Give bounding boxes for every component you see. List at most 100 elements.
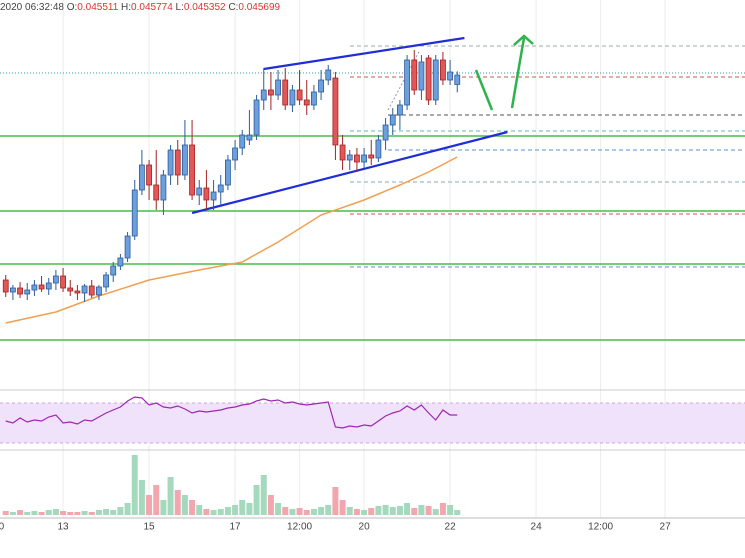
volume-bar [224,507,231,515]
volume-bar [382,505,389,515]
volume-bar [181,495,188,515]
x-tick-label: 17 [230,522,242,533]
candle-body [425,57,432,101]
volume-bar [2,511,9,515]
candle-body [389,114,396,126]
arrow-up [510,37,526,109]
candle-body [282,79,289,106]
volume-bar [67,512,74,515]
volume-bar [189,500,196,515]
x-tick-label: 12:00 [588,522,613,533]
candle-body [397,104,403,116]
ohlc-value: 0.045774 [131,2,173,13]
volume-bar [88,512,95,515]
candle-body [311,91,317,106]
volume-bar [325,505,332,515]
candle-body [432,59,439,101]
trendline [191,130,508,215]
x-tick-label: 13 [58,522,70,533]
candle-body [217,184,224,193]
volume-bar [17,510,24,515]
candle-body [411,59,418,91]
volume-bar [81,511,88,515]
moving-average [5,156,458,324]
ohlc-value: 0.045699 [238,2,280,13]
volume-bar [124,503,131,515]
header: 2020 06:32:48 O:0.045511 H:0.045774 L:0.… [0,2,281,13]
candle-body [275,79,281,96]
volume-bar [203,509,210,515]
volume-bar [196,505,203,515]
candle-body [81,285,88,294]
volume-bar [282,507,289,515]
candle-body [10,287,16,293]
candle-body [253,99,260,136]
volume-bar [432,509,439,515]
candle-body [31,284,38,291]
candle-body [418,61,425,91]
candle-body [160,174,167,201]
candle-body [103,274,109,288]
volume-bar [267,495,274,515]
candle-body [2,279,9,293]
volume-bar [275,503,282,515]
candle-body [153,184,160,201]
volume-bar [239,500,246,515]
volume-bar [52,509,59,515]
candle-body [318,79,324,93]
annotations [0,34,745,519]
volume-bar [404,503,411,515]
x-tick-label: 15 [144,522,156,533]
candle-body [196,187,203,196]
candle-body [45,282,52,290]
rsi-line [5,396,458,429]
candle-body [382,124,389,141]
volume-bar [31,511,38,515]
volume-bar [153,485,160,515]
volume-bar [454,510,461,515]
candle-body [303,99,310,106]
volume-bar [339,500,346,515]
volume-bar [368,508,375,515]
candle-body [260,89,267,101]
candle-body [60,275,66,289]
candle-body [38,284,45,290]
candle-body [124,235,131,259]
volume-bar [375,506,382,515]
candle-body [296,89,303,101]
volume-bar [260,475,267,515]
volume-bar [74,512,81,515]
candle-body [146,164,152,186]
volume-bar [353,509,360,515]
volume-bar [389,507,396,515]
candle-body [67,287,74,292]
x-tick-label: 22 [445,522,457,533]
candle-body [203,187,210,201]
candle-body [117,257,124,267]
candle-body [361,154,367,163]
volume-bar [95,510,102,515]
x-tick-label: 00 [0,522,5,533]
volume-bar [117,507,124,515]
ohlc-label: L: [176,2,184,13]
candle-body [182,144,188,176]
candle-body [447,71,453,81]
x-tick-label: 20 [359,522,371,533]
candle-body [225,159,231,186]
volume-bar [167,477,174,515]
candle-body [174,149,181,176]
candle-body [239,134,246,149]
arrow-down [474,69,494,111]
candle-body [53,275,59,284]
candle-body [346,154,353,161]
volume-bar [131,455,138,515]
ohlc-label: H: [121,2,131,13]
candle-body [454,74,461,85]
x-tick-label: 27 [660,522,672,533]
ohlc-value: 0.045352 [184,2,226,13]
volume-bar [38,512,45,515]
x-tick-label: 24 [531,522,543,533]
volume-bar [361,510,368,515]
arrowhead [513,34,534,46]
x-tick-label: 12:00 [287,522,312,533]
